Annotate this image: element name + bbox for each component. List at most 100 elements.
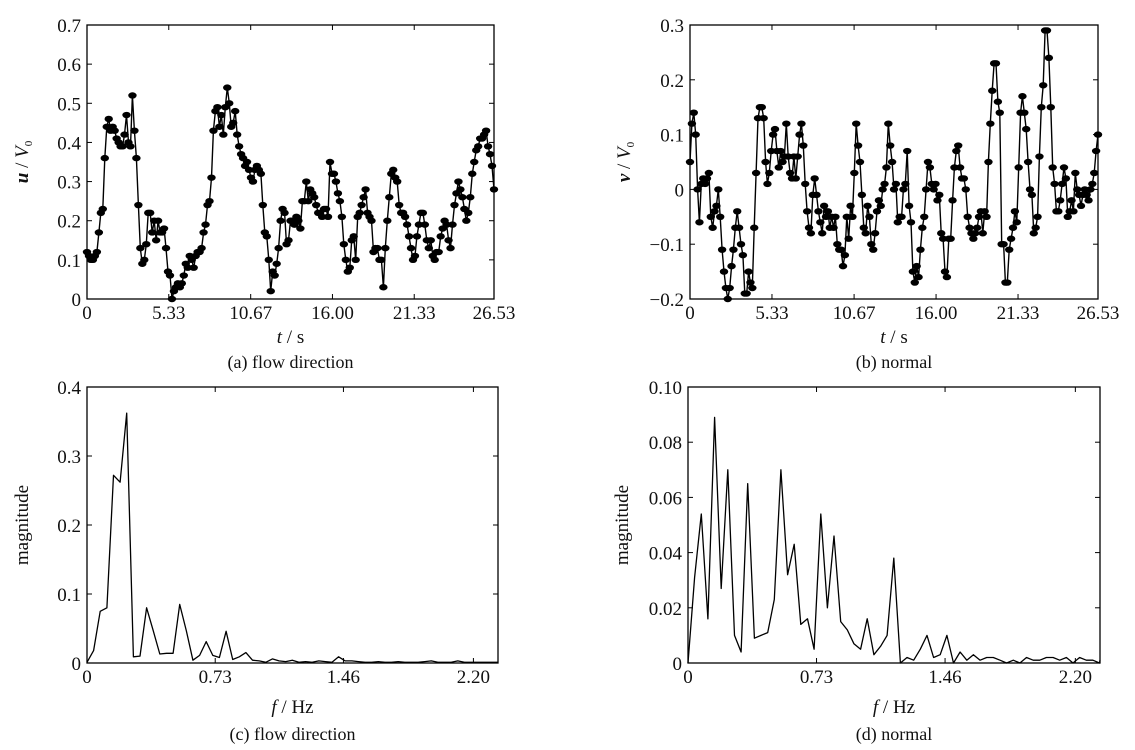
data-point xyxy=(232,131,242,138)
data-point xyxy=(984,158,993,166)
data-point xyxy=(161,244,171,252)
data-point xyxy=(230,107,240,115)
data-point xyxy=(870,230,880,237)
data-point xyxy=(118,143,127,150)
data-point xyxy=(1076,202,1086,210)
data-point xyxy=(829,224,838,231)
data-point xyxy=(1056,197,1065,204)
x-tick-label: 0.73 xyxy=(199,667,232,688)
data-point xyxy=(489,186,499,193)
data-point xyxy=(1037,104,1046,111)
data-point xyxy=(1091,147,1101,155)
data-point xyxy=(923,158,933,166)
data-point xyxy=(1012,219,1021,226)
data-point xyxy=(262,233,271,240)
data-point xyxy=(712,202,721,210)
chart-a: 0 5.33 10.67 16.00 21.33 26.53 0 0.1 0.2 0.3 0.4 0.… xyxy=(12,16,515,373)
y-tick-label: 0.7 xyxy=(57,16,81,37)
data-point xyxy=(700,180,710,188)
data-point xyxy=(751,169,761,177)
data-point xyxy=(321,205,331,213)
y-tick-label: −0.2 xyxy=(650,290,684,311)
data-point xyxy=(1050,180,1059,188)
data-point xyxy=(903,147,912,155)
y-tick-label: 0.1 xyxy=(57,251,81,272)
data-point xyxy=(1054,208,1063,215)
data-point xyxy=(1073,186,1082,193)
data-point xyxy=(205,197,214,205)
y-tick-label: 0.2 xyxy=(57,516,81,537)
data-point xyxy=(831,213,840,220)
data-point xyxy=(266,287,275,295)
data-point xyxy=(999,241,1008,248)
data-point xyxy=(810,175,819,182)
data-point xyxy=(859,224,868,231)
data-point xyxy=(1063,213,1072,220)
data-point xyxy=(134,201,143,209)
x-tick-label: 0 xyxy=(683,667,693,688)
data-point xyxy=(797,120,806,127)
data-point xyxy=(1018,93,1027,100)
data-point xyxy=(424,244,434,252)
data-point xyxy=(819,202,829,210)
data-point xyxy=(869,246,878,253)
data-point xyxy=(217,111,226,119)
data-point xyxy=(921,186,931,193)
data-point xyxy=(462,217,471,224)
data-point xyxy=(904,202,914,210)
data-point xyxy=(1010,208,1020,215)
data-point xyxy=(296,225,305,232)
data-point xyxy=(357,201,366,209)
x-tick-label: 0 xyxy=(685,303,695,324)
data-point xyxy=(816,219,825,226)
data-point xyxy=(993,98,1003,105)
data-point xyxy=(379,284,388,291)
data-point xyxy=(782,120,791,127)
data-point xyxy=(392,178,402,185)
y-tick-label: 0.06 xyxy=(649,488,682,509)
data-point xyxy=(704,169,714,177)
data-point xyxy=(1059,164,1069,171)
data-point xyxy=(744,268,753,275)
data-point xyxy=(954,142,963,149)
data-point xyxy=(165,272,175,279)
data-point xyxy=(110,127,119,134)
data-point xyxy=(693,186,702,193)
x-tick-label: 10.67 xyxy=(833,303,876,324)
data-point xyxy=(481,127,491,134)
data-point xyxy=(734,224,744,231)
y-axis-label: magnitude xyxy=(12,485,33,565)
data-point xyxy=(337,213,347,220)
data-point xyxy=(146,209,155,217)
data-point xyxy=(1067,197,1076,204)
y-tick-label: 0.3 xyxy=(660,16,684,37)
y-tick-label: 0 xyxy=(675,180,685,201)
data-point xyxy=(912,262,921,270)
data-point xyxy=(383,217,392,224)
data-point xyxy=(381,244,390,252)
data-point xyxy=(458,194,467,201)
data-point xyxy=(1039,82,1048,89)
data-point xyxy=(274,244,283,252)
data-point xyxy=(323,213,333,220)
data-point xyxy=(761,158,770,166)
data-point xyxy=(725,284,734,292)
data-point xyxy=(1071,169,1080,177)
y-tick-label: 0 xyxy=(72,654,82,675)
data-point xyxy=(244,166,254,174)
y-tick-label: 0.2 xyxy=(57,212,81,233)
data-point xyxy=(687,120,697,127)
data-point xyxy=(215,123,224,130)
data-point xyxy=(98,205,108,213)
data-point xyxy=(802,208,812,215)
data-point xyxy=(959,175,969,182)
data-point xyxy=(768,131,778,138)
y-axis-label: magnitude xyxy=(612,485,633,565)
data-point xyxy=(209,127,218,134)
y-tick-label: 0.3 xyxy=(57,447,81,468)
data-point xyxy=(901,180,910,188)
data-point xyxy=(691,131,700,138)
data-point xyxy=(470,158,479,166)
data-point xyxy=(311,201,321,209)
data-point xyxy=(897,213,906,220)
